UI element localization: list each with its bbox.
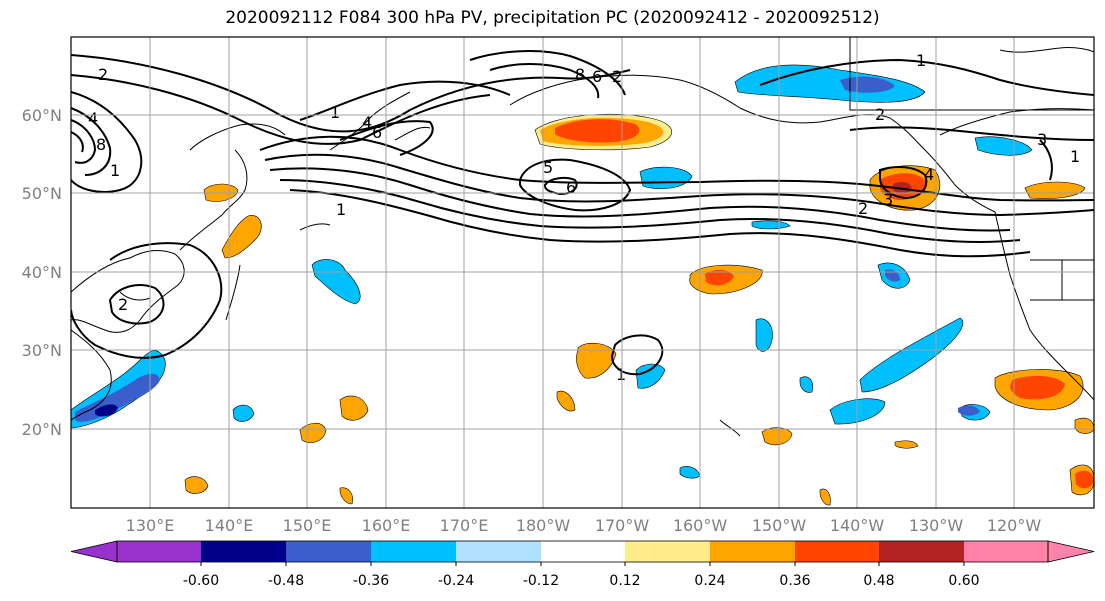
lat-label: 50°N [22,184,62,203]
contour-label: 3 [1037,130,1047,149]
colorbar-segment [541,541,625,562]
lon-label: 120°W [987,516,1042,535]
colorbar-extension-low [70,540,118,563]
colorbar-label: -0.48 [268,573,304,589]
colorbar-segment [117,541,201,562]
lon-label: 160°E [362,516,411,535]
lon-label: 170°E [440,516,489,535]
colorbar-extension-high [1047,540,1095,563]
colorbar-segment [710,541,795,562]
colorbar-segment [964,541,1048,562]
colorbar-segment [879,541,964,562]
gridlines [71,37,1094,508]
lat-label: 60°N [22,106,62,125]
colorbar-segment [456,541,541,562]
precipitation-shading [71,64,1094,506]
colorbar-segment [625,541,710,562]
lon-label: 160°W [673,516,728,535]
colorbar-label: 0.12 [609,573,640,589]
lon-label: 180°W [516,516,571,535]
contour-label: 8 [96,135,106,154]
colorbar-segment [201,541,286,562]
contour-label: 6 [566,178,576,197]
contour-label: 4 [362,113,372,132]
lon-label: 130°E [126,516,175,535]
colorbar-label: 0.48 [863,573,894,589]
colorbar-label: -0.36 [353,573,389,589]
lon-label: 170°W [595,516,650,535]
lon-label: 150°W [752,516,807,535]
lon-label: 130°W [909,516,964,535]
contour-label: 8 [575,65,585,84]
lon-label: 140°E [205,516,254,535]
colorbar-segments [70,540,1095,563]
colorbar-label: -0.12 [523,573,559,589]
latitude-labels: 60°N 50°N 40°N 30°N 20°N [22,106,62,439]
contour-label: 4 [88,109,98,128]
colorbar-segment [795,541,879,562]
contour-label: 3 [883,190,893,209]
contour-labels: 2 4 8 1 1 6 4 8 2 6 5 6 1 2 3 4 2 1 2 3 … [88,51,1080,384]
contour-label: 4 [924,165,934,184]
map-title: 2020092112 F084 300 hPa PV, precipitatio… [225,8,880,28]
lat-label: 40°N [22,263,62,282]
contour-label: 5 [543,158,553,177]
colorbar-outline [116,540,1049,563]
colorbar: -0.60 -0.48 -0.36 -0.24 -0.12 0.12 0.24 … [70,540,1095,589]
lon-label: 150°E [283,516,332,535]
coastlines [71,37,1094,437]
contour-label: 1 [916,51,926,70]
contour-label: 1 [336,200,346,219]
pv-contours [71,50,1094,376]
contour-label: 2 [98,65,108,84]
colorbar-segment [371,541,456,562]
lon-label: 140°W [830,516,885,535]
contour-label: 1 [330,103,340,122]
map-frame [70,36,1095,509]
contour-label: 2 [612,67,622,86]
colorbar-labels: -0.60 -0.48 -0.36 -0.24 -0.12 0.12 0.24 … [183,573,980,589]
contour-label: 1 [1070,147,1080,166]
colorbar-label: -0.60 [183,573,219,589]
contour-label: 6 [372,123,382,142]
contour-label: 6 [592,67,602,86]
contour-label: 1 [110,161,120,180]
colorbar-ticks [200,562,965,566]
colorbar-label: 0.60 [948,573,979,589]
lat-label: 20°N [22,420,62,439]
contour-label: 2 [118,295,128,314]
contour-label: 1 [616,365,626,384]
longitude-labels: 130°E 140°E 150°E 160°E 170°E 180°W 170°… [126,516,1042,535]
colorbar-label: 0.24 [694,573,725,589]
contour-label: 2 [858,199,868,218]
lat-label: 30°N [22,341,62,360]
colorbar-segment [286,541,371,562]
colorbar-label: -0.24 [438,573,474,589]
colorbar-label: 0.36 [779,573,810,589]
